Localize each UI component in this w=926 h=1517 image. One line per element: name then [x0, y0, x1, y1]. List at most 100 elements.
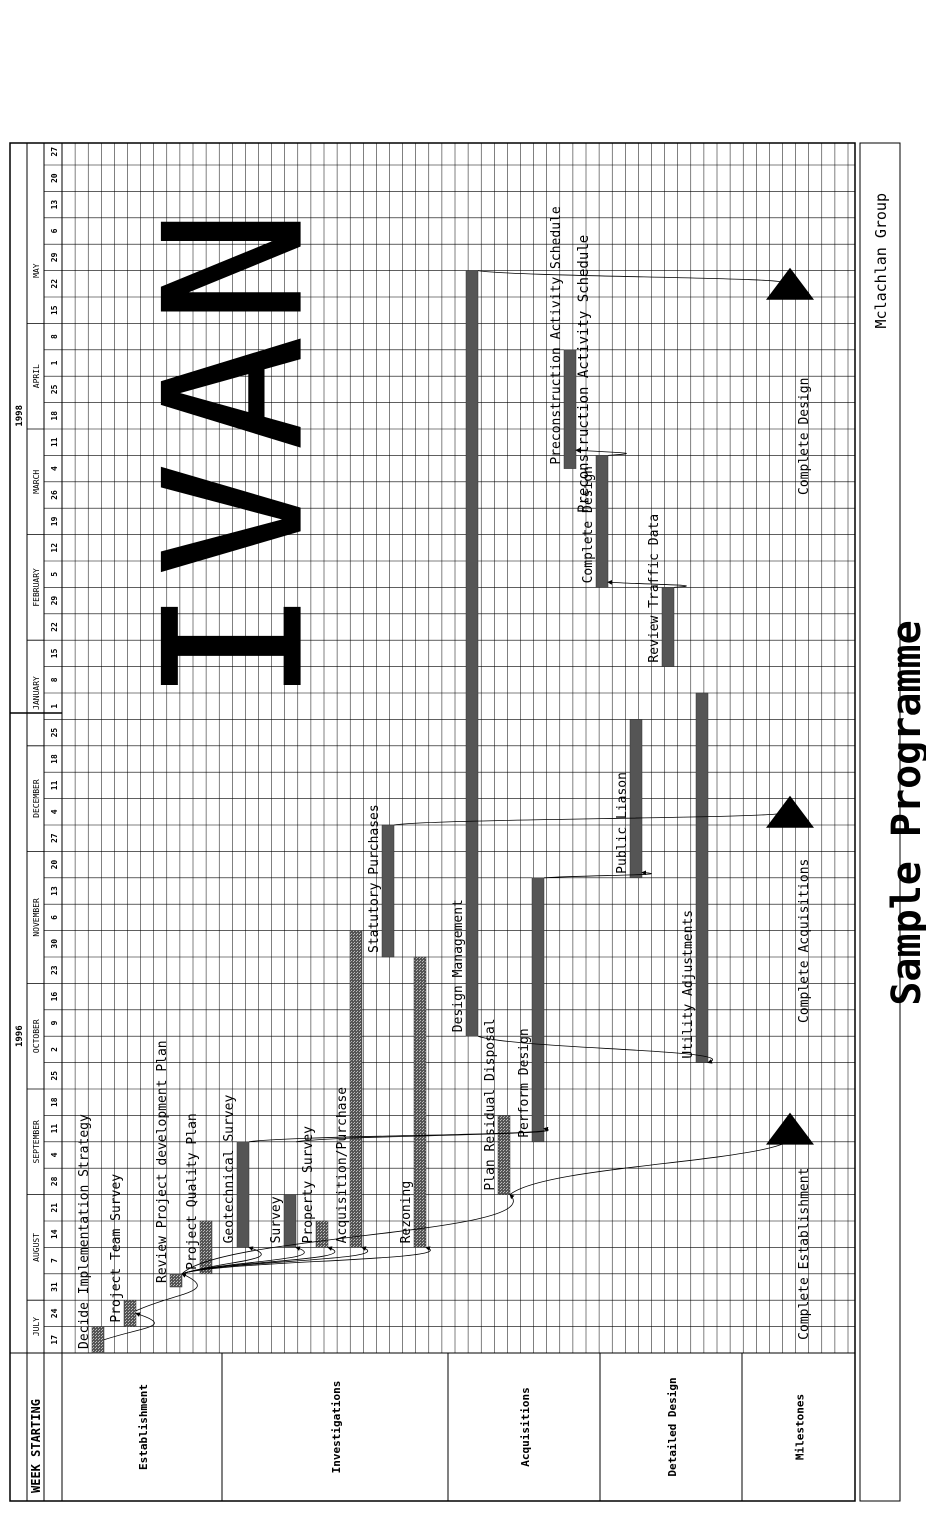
week-tick-label: 26	[50, 490, 59, 500]
task-bar	[91, 1326, 105, 1354]
milestone-marker	[766, 267, 814, 300]
task-bar	[236, 1141, 250, 1248]
task-label: Survey	[269, 1196, 284, 1243]
milestone-label: Complete Design	[797, 378, 812, 495]
task-bar	[199, 1220, 213, 1275]
dependency-link	[135, 1273, 198, 1312]
dependency-link	[575, 447, 627, 456]
chart-frame	[9, 142, 856, 1502]
task-label: Design Management	[451, 899, 466, 1032]
milestone-marker	[766, 795, 814, 828]
dependency-link	[477, 1035, 713, 1064]
group-label: Acquisitions	[519, 1387, 532, 1466]
week-tick-label: 8	[50, 677, 59, 682]
week-tick-label: 4	[50, 1152, 59, 1157]
task-bar	[595, 455, 609, 588]
month-label: AUGUST	[32, 1233, 41, 1262]
week-tick-label: 8	[50, 334, 59, 339]
week-tick-label: 29	[50, 252, 59, 262]
chart-title: Sample Programme	[884, 620, 926, 1005]
week-tick-label: 4	[50, 809, 59, 814]
task-bar	[413, 956, 427, 1248]
week-tick-label: 18	[50, 754, 59, 764]
week-tick-label: 11	[50, 437, 59, 447]
group-label: Establishment	[137, 1384, 150, 1470]
week-tick-label: 25	[50, 1071, 59, 1081]
week-tick-label: 22	[50, 279, 59, 289]
task-label: Rezoning	[399, 1181, 414, 1244]
company-name: Mclachlan Group	[872, 193, 890, 328]
week-tick-label: 9	[50, 1020, 59, 1025]
dependency-link	[248, 1126, 549, 1143]
task-bar	[563, 349, 577, 469]
task-label: Perform Design	[517, 1028, 532, 1138]
week-tick-label: 25	[50, 384, 59, 394]
month-label: OCTOBER	[32, 1019, 41, 1053]
task-label: Decide Implementation Strategy	[77, 1114, 92, 1349]
task-label: Project Team Survey	[109, 1174, 124, 1323]
week-tick-label: 12	[50, 543, 59, 553]
milestone-label: Complete Acquisitions	[797, 859, 812, 1023]
company-box	[859, 142, 901, 1502]
week-tick-label: 24	[50, 1308, 59, 1318]
week-tick-label: 2	[50, 1047, 59, 1052]
task-bar	[465, 270, 479, 1037]
week-tick-label: 28	[50, 1176, 59, 1186]
month-label: DECEMBER	[32, 779, 41, 818]
dependency-link	[509, 1128, 795, 1195]
week-tick-label: 20	[50, 173, 59, 183]
year-label: 1996	[15, 1025, 25, 1047]
month-label: MAY	[32, 263, 41, 278]
task-bar	[661, 587, 675, 667]
week-tick-label: 25	[50, 728, 59, 738]
week-tick-label: 4	[50, 466, 59, 471]
task-bar	[169, 1273, 183, 1288]
task-label: Public Liason	[615, 772, 630, 874]
task-label: Geotechnical Survey	[222, 1095, 237, 1244]
week-tick-label: 11	[50, 1124, 59, 1134]
task-label: Review Traffic Data	[647, 514, 662, 663]
week-tick-label: 7	[50, 1258, 59, 1263]
task-label: Project Quality Plan	[185, 1113, 200, 1270]
week-tick-label: 30	[50, 939, 59, 949]
dependency-link	[607, 579, 687, 588]
dependency-link	[295, 1126, 549, 1143]
dependency-link	[181, 1246, 262, 1275]
month-label: MARCH	[32, 470, 41, 494]
task-label: Review Project development Plan	[155, 1040, 170, 1283]
week-tick-label: 18	[50, 1097, 59, 1107]
week-tick-label: 20	[50, 860, 59, 870]
task-label: Plan Residual Disposal	[483, 1018, 498, 1190]
dependency-link	[477, 270, 785, 286]
week-tick-label: 17	[50, 1335, 59, 1345]
week-tick-label: 1	[50, 360, 59, 365]
watermark-logo: IVAN	[124, 197, 345, 703]
week-tick-label: 19	[50, 516, 59, 526]
week-tick-label: 22	[50, 622, 59, 632]
dependency-link	[181, 1246, 431, 1275]
task-bar	[629, 719, 643, 879]
task-bar	[695, 692, 709, 1063]
week-tick-label: 5	[50, 572, 59, 577]
task-label: Complete Design	[581, 466, 596, 583]
dependency-link	[103, 1312, 155, 1341]
dependency-link	[393, 810, 785, 826]
week-tick-label: 14	[50, 1229, 59, 1239]
week-starting-label: WEEK STARTING	[29, 1399, 43, 1493]
task-bar	[123, 1299, 137, 1327]
week-tick-label: 6	[50, 915, 59, 920]
week-tick-label: 31	[50, 1282, 59, 1292]
week-tick-label: 13	[50, 200, 59, 210]
month-label: JANUARY	[32, 676, 41, 710]
week-tick-label: 18	[50, 411, 59, 421]
task-bar	[497, 1115, 511, 1195]
week-tick-label: 11	[50, 780, 59, 790]
month-label: NOVEMBER	[32, 898, 41, 937]
milestone-label: Complete Establishment	[797, 1168, 812, 1340]
week-tick-label: 29	[50, 596, 59, 606]
week-tick-label: 1	[50, 704, 59, 709]
week-tick-label: 21	[50, 1203, 59, 1213]
dependency-link	[181, 1194, 515, 1275]
